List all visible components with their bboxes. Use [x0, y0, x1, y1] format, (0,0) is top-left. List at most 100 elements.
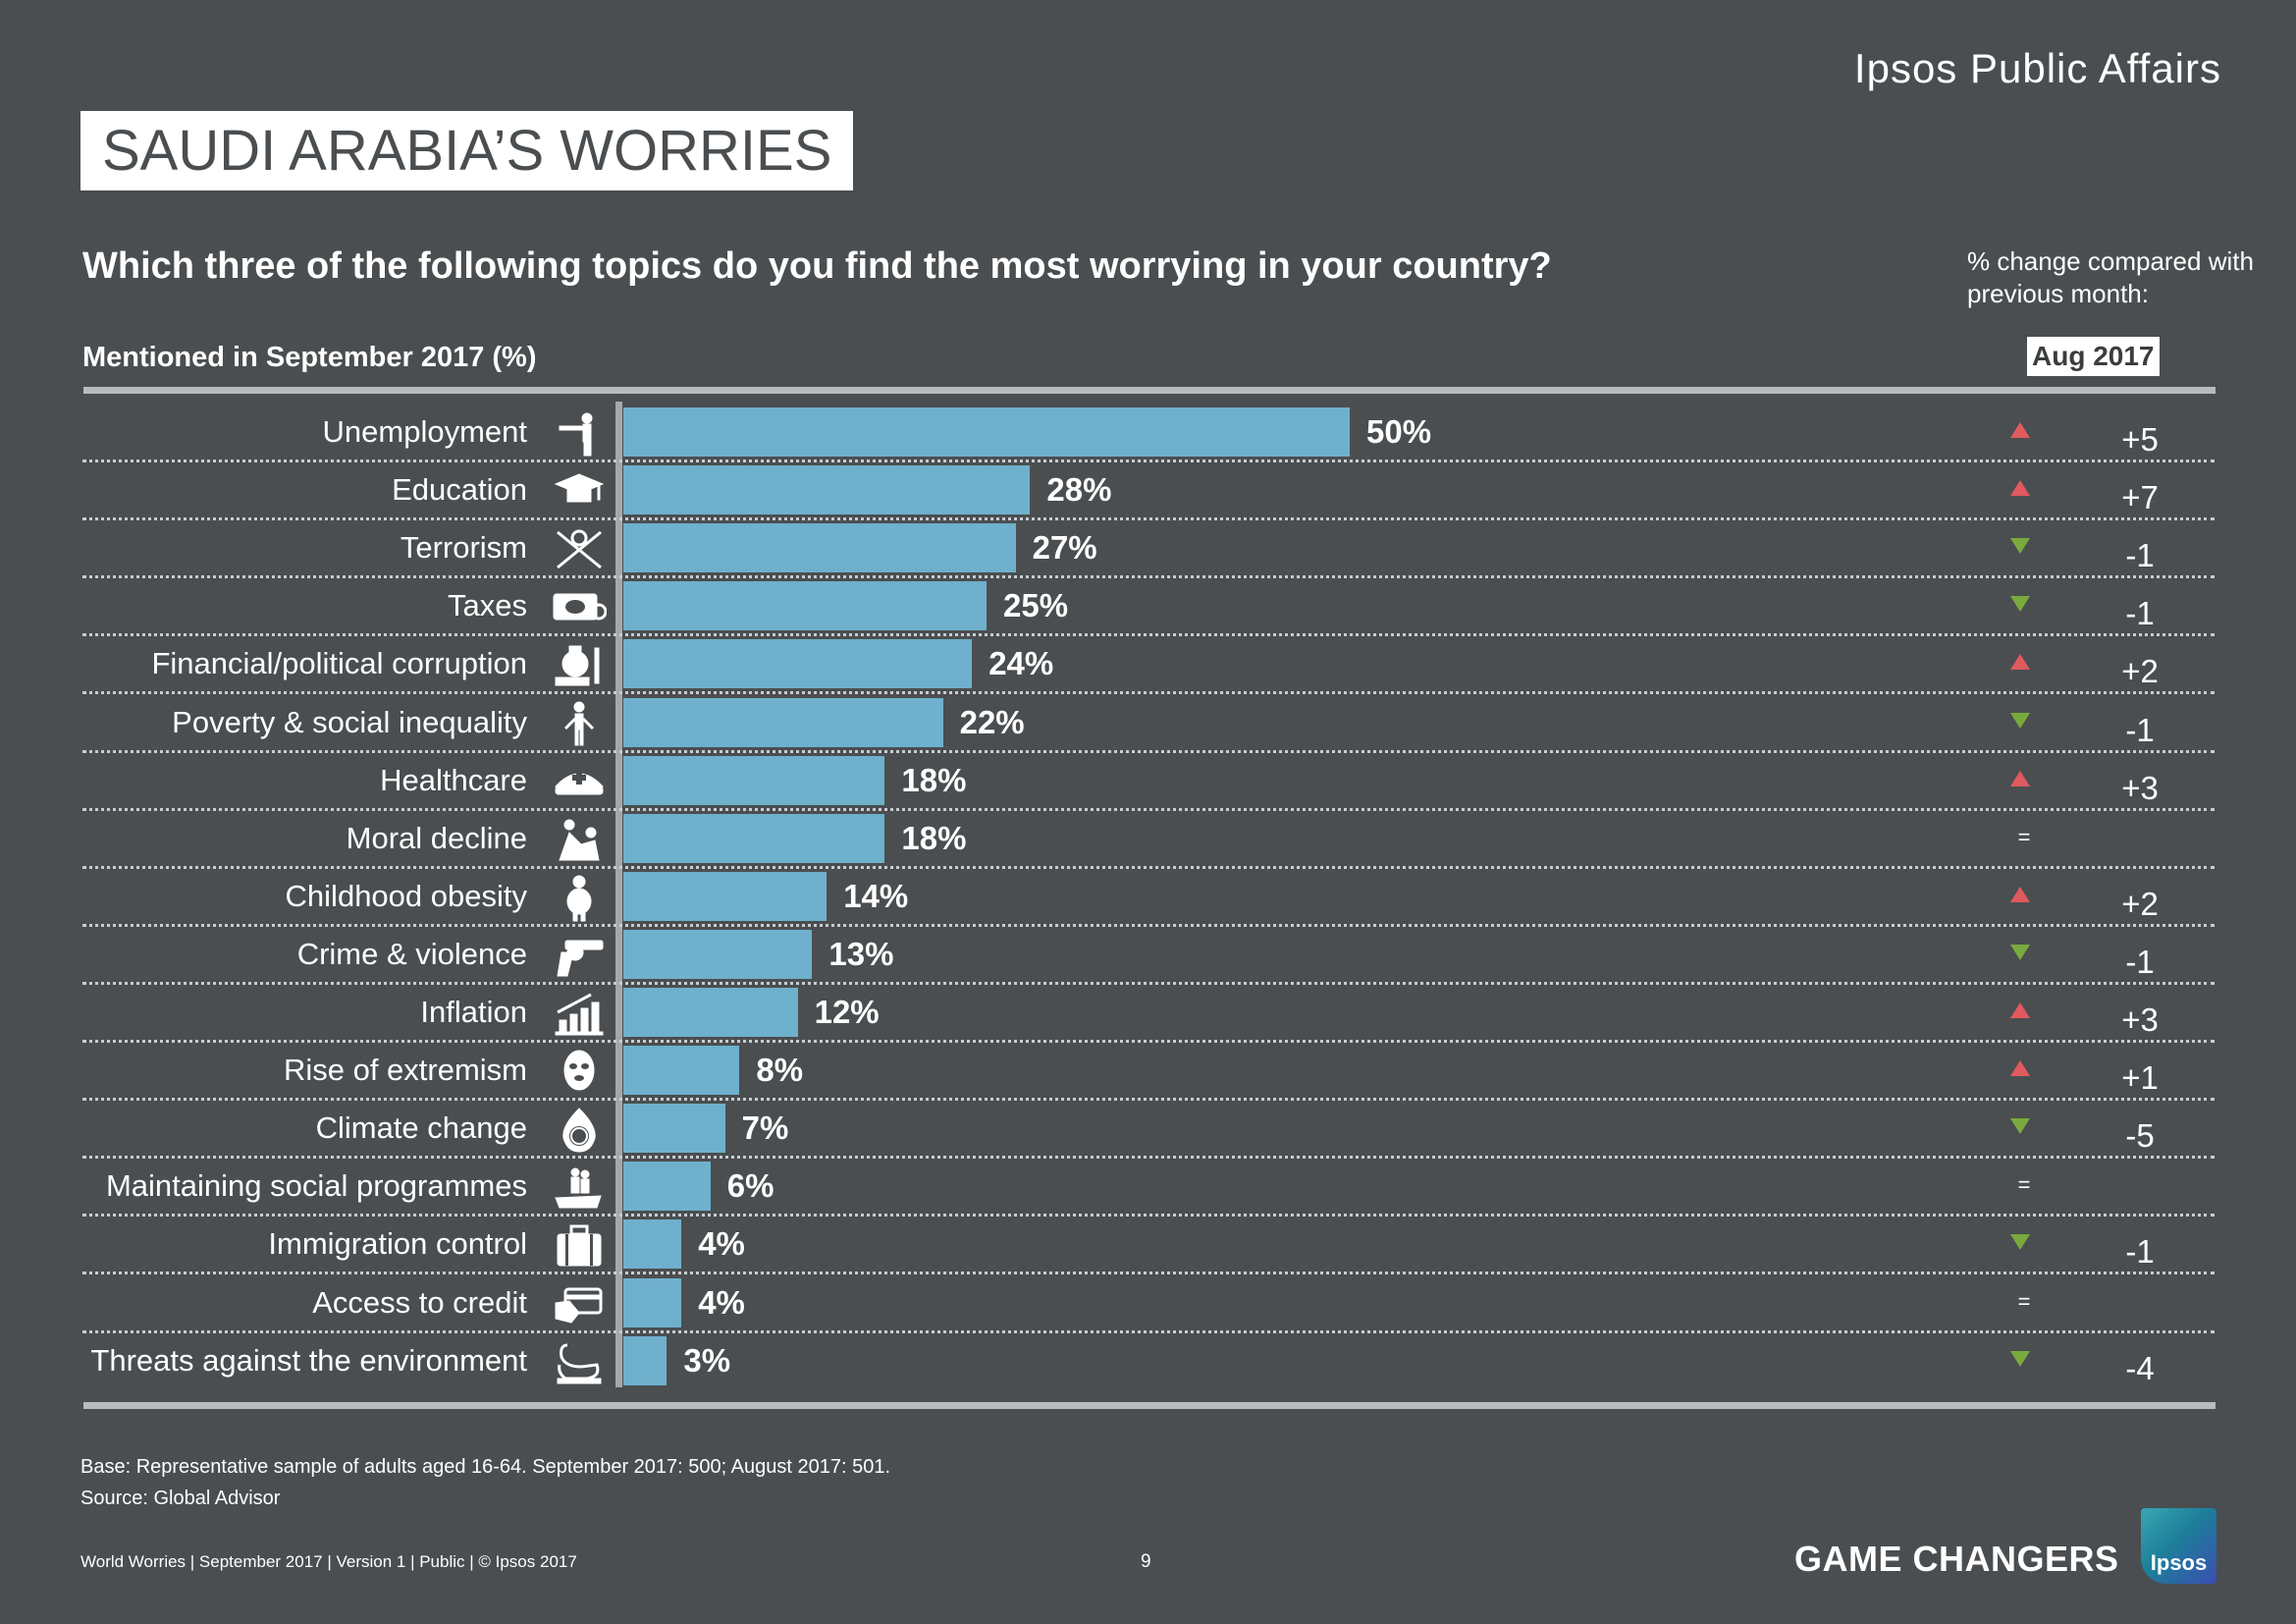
poor-person-icon [563, 701, 595, 745]
chart-row: Poverty & social inequality 22% -1 [0, 693, 2296, 753]
down-arrow-icon [2010, 1118, 2030, 1135]
bar-value-label: 8% [756, 1052, 804, 1089]
row-divider [82, 517, 2215, 521]
category-label: Access to credit [312, 1284, 527, 1320]
category-label: Rise of extremism [283, 1053, 527, 1088]
row-divider [82, 1272, 2215, 1275]
category-icon [552, 873, 607, 922]
chart-row: Immigration control 4% -1 [0, 1215, 2296, 1275]
bar-value-label: 12% [814, 994, 880, 1030]
tax-money-icon [553, 593, 608, 621]
up-arrow-icon [2010, 886, 2030, 902]
down-arrow-icon [2010, 944, 2030, 960]
brand-name: Ipsos Public Affairs [1853, 45, 2221, 91]
bar-value-label: 7% [741, 1110, 789, 1147]
category-icon [552, 408, 607, 458]
category-icon [552, 466, 607, 515]
bar-value-label: 13% [828, 935, 894, 972]
chart-row: Maintaining social programmes 6% = [0, 1157, 2296, 1218]
bar-value-label: 6% [726, 1167, 774, 1205]
up-arrow-icon [2010, 1002, 2030, 1018]
bar [623, 523, 1016, 573]
bar-value-label: 14% [843, 877, 909, 914]
bar [623, 813, 885, 863]
change-value: -1 [2125, 537, 2155, 574]
bar-value-label: 27% [1032, 529, 1097, 567]
fighting-people-icon [559, 819, 600, 861]
category-icon [552, 1220, 607, 1270]
bar [623, 1219, 682, 1270]
bar-value-label: 28% [1046, 471, 1112, 509]
row-divider [82, 807, 2215, 811]
change-value: -1 [2125, 711, 2155, 748]
bar-value-label: 4% [698, 1283, 745, 1321]
bar [623, 639, 973, 689]
down-arrow-icon [2010, 1350, 2030, 1367]
category-label: Terrorism [400, 530, 527, 566]
bar [623, 1046, 740, 1096]
row-divider [82, 1040, 2215, 1043]
top-rule [83, 387, 2216, 394]
up-arrow-icon [2010, 770, 2030, 786]
bar-value-label: 25% [1003, 587, 1069, 624]
rising-chart-icon [555, 993, 604, 1036]
chart-row: Crime & violence 13% -1 [0, 925, 2296, 985]
tagline: GAME CHANGERS [1794, 1539, 2119, 1579]
category-label: Unemployment [322, 414, 527, 449]
row-divider [82, 633, 2215, 637]
category-label: Inflation [420, 995, 527, 1029]
bar [623, 988, 798, 1037]
category-label: Poverty & social inequality [172, 704, 527, 739]
weapons-icon [557, 529, 602, 569]
category-label: Childhood obesity [285, 878, 527, 913]
bar [623, 407, 1350, 457]
row-divider [82, 923, 2215, 927]
logo-text: Ipsos [2150, 1550, 2208, 1575]
category-icon [552, 640, 607, 689]
bar [623, 755, 885, 805]
category-label: Financial/political corruption [151, 646, 527, 681]
chart-row: Financial/political corruption 24% +2 [0, 634, 2296, 695]
suitcase-icon [557, 1224, 602, 1267]
chart-row: Childhood obesity 14% +2 [0, 867, 2296, 927]
bar-value-label: 50% [1366, 413, 1432, 450]
category-icon [552, 1105, 607, 1154]
bar [623, 871, 828, 921]
bar-value-label: 4% [698, 1225, 745, 1263]
change-note: % change compared with previous month: [1967, 246, 2254, 308]
row-divider [82, 865, 2215, 869]
row-divider [82, 1329, 2215, 1333]
bar [623, 1104, 725, 1154]
change-value: +2 [2121, 653, 2159, 690]
nurse-hat-icon [554, 770, 605, 795]
bar-value-label: 24% [988, 645, 1054, 682]
no-change-indicator: = [2017, 824, 2031, 849]
category-label: Maintaining social programmes [105, 1168, 527, 1204]
change-value: -1 [2125, 943, 2155, 980]
category-icon [552, 1047, 607, 1096]
category-icon [552, 815, 607, 864]
bar [623, 697, 943, 747]
down-arrow-icon [2010, 712, 2030, 729]
bar [623, 1335, 667, 1385]
bar-value-label: 18% [901, 761, 967, 798]
obese-child-icon [566, 875, 592, 922]
up-arrow-icon [2010, 1060, 2030, 1077]
up-arrow-icon [2010, 422, 2030, 438]
row-divider [82, 981, 2215, 985]
chart-row: Unemployment 50% +5 [0, 403, 2296, 462]
category-label: Threats against the environment [90, 1342, 527, 1378]
chart-row: Rise of extremism 8% +1 [0, 1041, 2296, 1102]
category-icon [552, 1337, 607, 1386]
category-icon [552, 582, 608, 631]
change-value: +2 [2121, 885, 2159, 922]
category-label: Crime & violence [296, 936, 527, 971]
base-note: Base: Representative sample of adults ag… [80, 1456, 891, 1478]
up-arrow-icon [2010, 654, 2030, 671]
row-divider [82, 1214, 2215, 1218]
money-bag-hand-icon [555, 645, 600, 686]
change-value: +1 [2121, 1059, 2159, 1097]
row-divider [82, 460, 2215, 462]
revolver-icon [557, 940, 604, 977]
